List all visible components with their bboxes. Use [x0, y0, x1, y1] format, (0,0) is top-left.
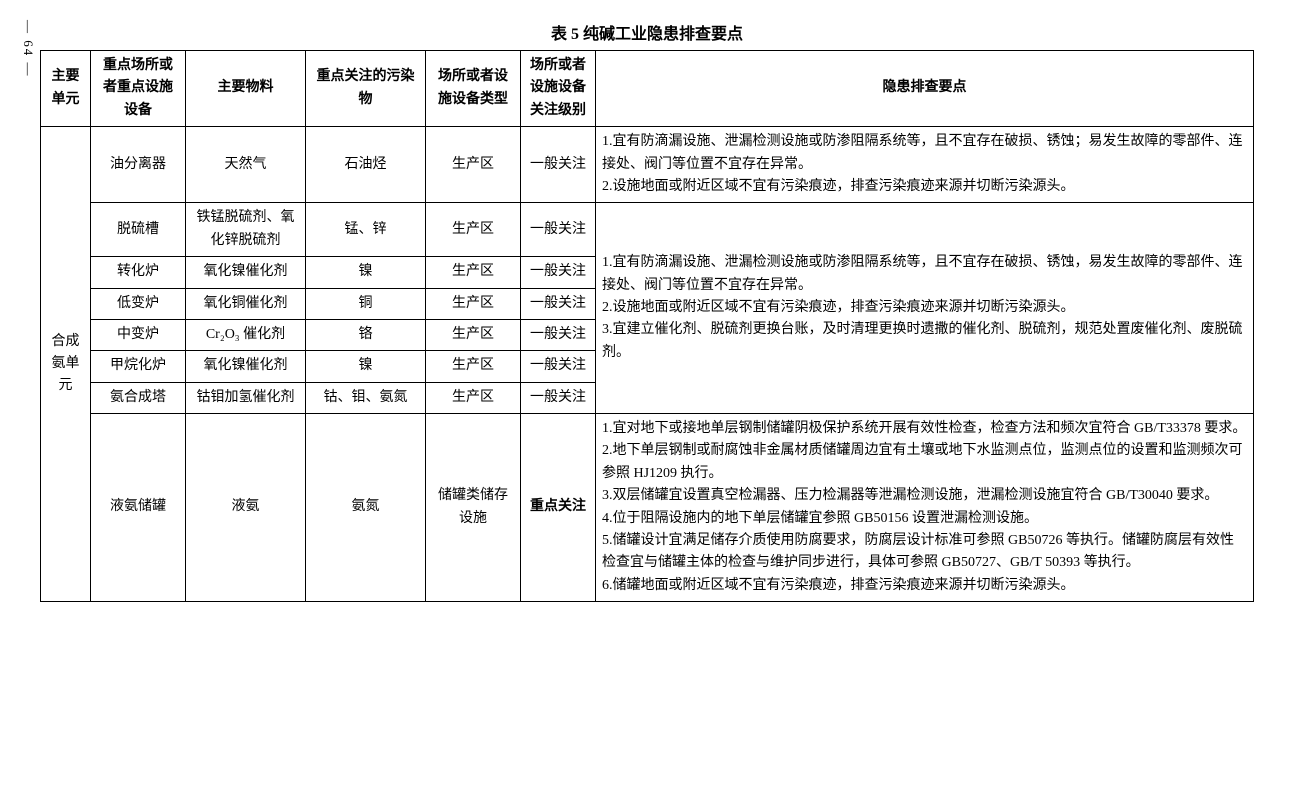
- cell-material: 氧化铜催化剂: [186, 288, 306, 319]
- header-inspection: 隐患排查要点: [596, 51, 1254, 127]
- cell-level: 一般关注: [521, 319, 596, 350]
- cell-pollutant: 铜: [306, 288, 426, 319]
- cell-material: 铁锰脱硫剂、氧化锌脱硫剂: [186, 203, 306, 257]
- cell-inspection-block1: 1.宜有防滴漏设施、泄漏检测设施或防渗阻隔系统等，且不宜存在破损、锈蚀；易发生故…: [596, 127, 1254, 203]
- cell-inspection-block3: 1.宜对地下或接地单层钢制储罐阴极保护系统开展有效性检查，检查方法和频次宜符合 …: [596, 414, 1254, 602]
- cell-material: 天然气: [186, 127, 306, 203]
- cell-pollutant: 石油烃: [306, 127, 426, 203]
- header-material: 主要物料: [186, 51, 306, 127]
- cell-pollutant: 钴、钼、氨氮: [306, 382, 426, 413]
- header-unit: 主要单元: [41, 51, 91, 127]
- cell-facility: 中变炉: [91, 319, 186, 350]
- cell-pollutant: 镍: [306, 257, 426, 288]
- cell-facility: 低变炉: [91, 288, 186, 319]
- page-number: — 64 —: [20, 20, 36, 78]
- cell-level: 一般关注: [521, 257, 596, 288]
- cell-facility: 甲烷化炉: [91, 351, 186, 382]
- cell-level-emphasis: 重点关注: [521, 414, 596, 602]
- cell-area: 生产区: [426, 127, 521, 203]
- inspection-table: 主要单元 重点场所或者重点设施设备 主要物料 重点关注的污染物 场所或者设施设备…: [40, 50, 1254, 602]
- cell-level: 一般关注: [521, 351, 596, 382]
- header-area: 场所或者设施设备类型: [426, 51, 521, 127]
- header-level: 场所或者设施设备关注级别: [521, 51, 596, 127]
- cell-area: 生产区: [426, 351, 521, 382]
- cell-material: Cr₂O₃ 催化剂: [186, 319, 306, 350]
- cell-area: 生产区: [426, 319, 521, 350]
- header-pollutant: 重点关注的污染物: [306, 51, 426, 127]
- cell-level: 一般关注: [521, 382, 596, 413]
- cell-pollutant: 氨氮: [306, 414, 426, 602]
- cell-facility: 转化炉: [91, 257, 186, 288]
- cell-level: 一般关注: [521, 127, 596, 203]
- table-row: 液氨储罐 液氨 氨氮 储罐类储存设施 重点关注 1.宜对地下或接地单层钢制储罐阴…: [41, 414, 1254, 602]
- cell-material: 氧化镍催化剂: [186, 257, 306, 288]
- cell-area: 储罐类储存设施: [426, 414, 521, 602]
- cell-material: 钴钼加氢催化剂: [186, 382, 306, 413]
- cell-level: 一般关注: [521, 288, 596, 319]
- table-row: 脱硫槽 铁锰脱硫剂、氧化锌脱硫剂 锰、锌 生产区 一般关注 1.宜有防滴漏设施、…: [41, 203, 1254, 257]
- table-title: 表 5 纯碱工业隐患排查要点: [40, 20, 1254, 44]
- cell-facility: 脱硫槽: [91, 203, 186, 257]
- cell-area: 生产区: [426, 203, 521, 257]
- table-row: 合成氨单元 油分离器 天然气 石油烃 生产区 一般关注 1.宜有防滴漏设施、泄漏…: [41, 127, 1254, 203]
- header-facility: 重点场所或者重点设施设备: [91, 51, 186, 127]
- cell-area: 生产区: [426, 257, 521, 288]
- cell-area: 生产区: [426, 288, 521, 319]
- table-header-row: 主要单元 重点场所或者重点设施设备 主要物料 重点关注的污染物 场所或者设施设备…: [41, 51, 1254, 127]
- cell-inspection-block2: 1.宜有防滴漏设施、泄漏检测设施或防渗阻隔系统等，且不宜存在破损、锈蚀，易发生故…: [596, 203, 1254, 414]
- cell-level: 一般关注: [521, 203, 596, 257]
- cell-facility: 液氨储罐: [91, 414, 186, 602]
- cell-pollutant: 镍: [306, 351, 426, 382]
- cell-pollutant: 铬: [306, 319, 426, 350]
- cell-material: 氧化镍催化剂: [186, 351, 306, 382]
- cell-material: 液氨: [186, 414, 306, 602]
- cell-unit: 合成氨单元: [41, 127, 91, 602]
- cell-facility: 氨合成塔: [91, 382, 186, 413]
- cell-facility: 油分离器: [91, 127, 186, 203]
- cell-pollutant: 锰、锌: [306, 203, 426, 257]
- cell-area: 生产区: [426, 382, 521, 413]
